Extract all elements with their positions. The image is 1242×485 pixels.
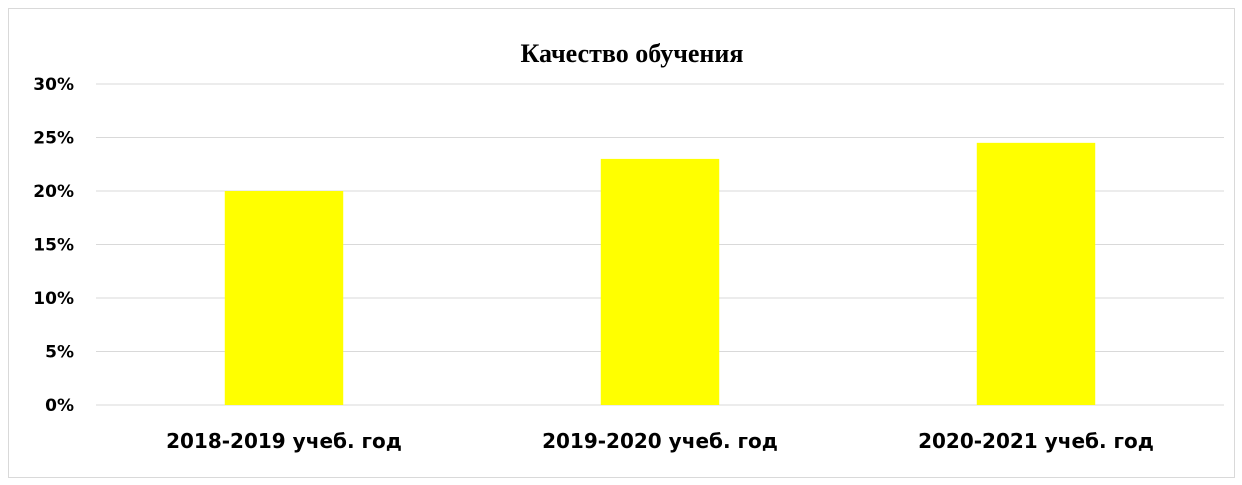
x-tick-label: 2018-2019 учеб. год xyxy=(166,429,402,453)
bar xyxy=(976,142,1096,405)
y-tick-label: 10% xyxy=(33,289,74,309)
bar xyxy=(600,158,720,405)
y-tick-label: 5% xyxy=(45,343,74,363)
x-tick-label: 2019-2020 учеб. год xyxy=(542,429,778,453)
y-tick-label: 0% xyxy=(45,396,74,416)
y-tick-label: 25% xyxy=(33,129,74,149)
y-tick-label: 30% xyxy=(33,75,74,95)
y-tick-label: 20% xyxy=(33,182,74,202)
bar xyxy=(224,191,344,405)
chart-title: Качество обучения xyxy=(521,39,744,68)
y-tick-label: 15% xyxy=(33,236,74,256)
y-axis-tick-labels: 0% 5% 10% 15% 20% 25% 30% xyxy=(33,75,74,416)
bars xyxy=(224,142,1096,405)
x-tick-label: 2020-2021 учеб. год xyxy=(918,429,1154,453)
x-axis-tick-labels: 2018-2019 учеб. год 2019-2020 учеб. год 20… xyxy=(166,429,1154,453)
